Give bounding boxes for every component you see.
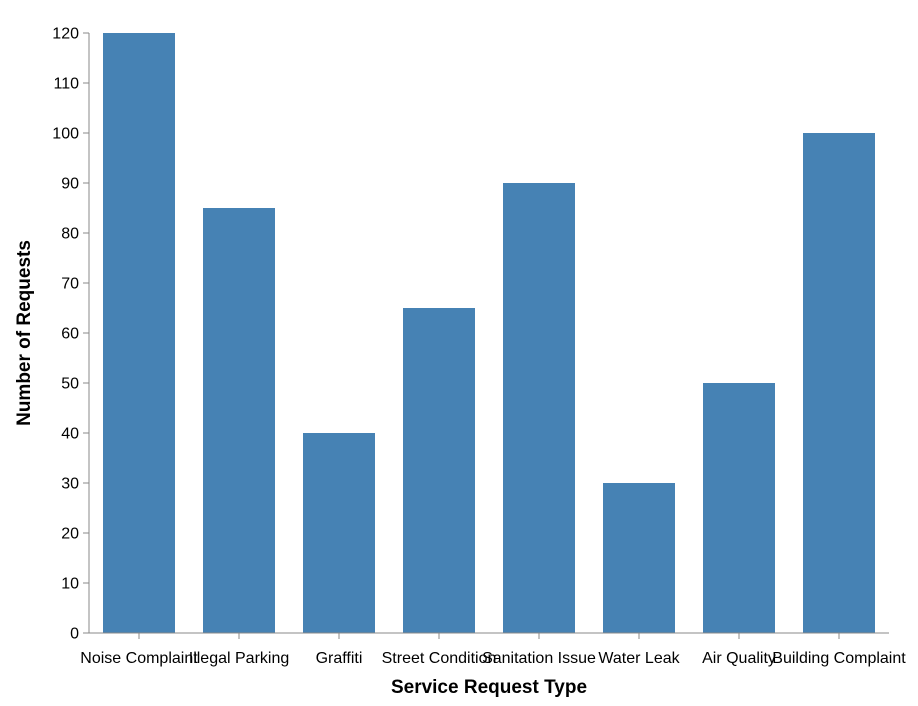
bar bbox=[303, 433, 375, 633]
x-tick-label: Street Condition bbox=[382, 650, 497, 667]
x-tick-label: Air Quality bbox=[702, 650, 776, 667]
bar bbox=[403, 308, 475, 633]
y-axis: 0 10 20 30 40 50 60 70 80 90 100 110 120 bbox=[52, 26, 90, 643]
x-tick-label: Water Leak bbox=[598, 650, 680, 667]
bars-layer bbox=[103, 33, 875, 633]
y-tick-label: 30 bbox=[61, 476, 79, 493]
y-axis-title: Number of Requests bbox=[14, 240, 35, 426]
y-tick-label: 110 bbox=[53, 76, 79, 93]
y-tick-label: 40 bbox=[61, 426, 79, 443]
y-tick-label: 20 bbox=[61, 526, 79, 543]
bar bbox=[803, 133, 875, 633]
bar bbox=[603, 483, 675, 633]
y-tick-label: 80 bbox=[61, 226, 79, 243]
x-tick-label: Graffiti bbox=[316, 650, 363, 667]
x-tick-label: Building Complaint bbox=[772, 650, 906, 667]
y-tick-label: 10 bbox=[61, 576, 79, 593]
y-tick-label: 60 bbox=[61, 326, 79, 343]
x-tick-label: Sanitation Issue bbox=[482, 650, 596, 667]
y-tick-label: 100 bbox=[52, 126, 79, 143]
y-tick-label: 120 bbox=[52, 26, 79, 43]
x-tick-label: Noise Complaint bbox=[80, 650, 198, 667]
bar bbox=[203, 208, 275, 633]
y-tick-label: 70 bbox=[61, 276, 79, 293]
y-tick-label: 0 bbox=[70, 626, 79, 643]
y-tick-label: 50 bbox=[61, 376, 79, 393]
bar bbox=[503, 183, 575, 633]
bar bbox=[703, 383, 775, 633]
x-tick-label: Illegal Parking bbox=[189, 650, 290, 667]
y-tick-label: 90 bbox=[61, 176, 79, 193]
x-axis-title: Service Request Type bbox=[391, 677, 587, 698]
bar bbox=[103, 33, 175, 633]
